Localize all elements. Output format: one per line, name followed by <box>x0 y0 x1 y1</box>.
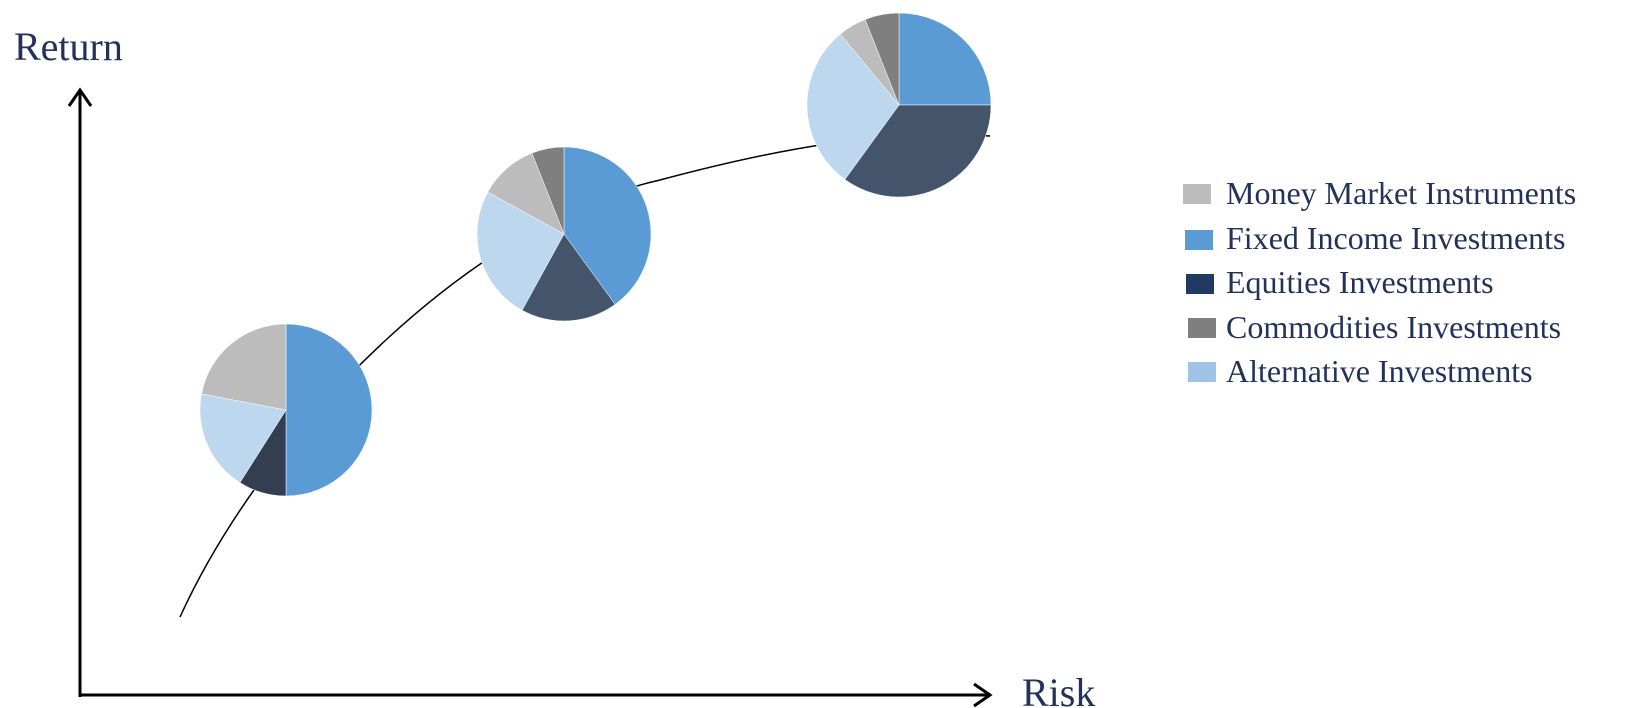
pie-aggressive <box>806 12 992 198</box>
legend-item-alternative: Alternative Investments <box>1188 353 1533 389</box>
y-axis-title: Return <box>14 24 123 69</box>
pie-aggressive-slice-equities <box>844 104 992 198</box>
pie-aggressive-slice-fixed-income <box>898 12 992 106</box>
legend-item-commodities: Commodities Investments <box>1188 309 1561 345</box>
pie-conservative-slice-fixed-income <box>285 323 373 497</box>
pie-conservative <box>199 323 373 497</box>
legend: Money Market Instruments Fixed Income In… <box>1183 175 1576 389</box>
legend-label-alternative: Alternative Investments <box>1226 353 1533 389</box>
x-axis-title: Risk <box>1022 670 1095 708</box>
legend-swatch-money-market <box>1183 184 1211 204</box>
x-axis <box>80 682 993 708</box>
legend-swatch-fixed-income <box>1185 230 1213 250</box>
pie-balanced <box>476 146 652 322</box>
pie-conservative-slice-alternative <box>199 393 287 483</box>
legend-swatch-commodities <box>1188 318 1216 338</box>
legend-label-money-market: Money Market Instruments <box>1226 175 1576 211</box>
x-axis-arrowhead <box>973 682 993 708</box>
legend-swatch-equities <box>1186 274 1214 294</box>
pie-balanced-slice-commodities <box>531 146 565 235</box>
legend-label-fixed-income: Fixed Income Investments <box>1226 220 1565 256</box>
y-axis-arrowhead <box>67 87 93 107</box>
legend-swatch-alternative <box>1188 362 1216 382</box>
pie-conservative-slice-money-market <box>201 323 287 411</box>
legend-item-equities: Equities Investments <box>1186 264 1494 300</box>
pie-balanced-slice-fixed-income <box>563 146 652 305</box>
legend-label-commodities: Commodities Investments <box>1226 309 1561 345</box>
legend-item-fixed-income: Fixed Income Investments <box>1185 220 1565 256</box>
pie-aggressive-slice-commodities <box>864 12 900 106</box>
y-axis <box>67 87 93 697</box>
legend-item-money-market: Money Market Instruments <box>1183 175 1576 211</box>
legend-label-equities: Equities Investments <box>1226 264 1494 300</box>
pie-aggressive-slice-alternative <box>806 33 900 180</box>
pie-balanced-slice-alternative <box>476 191 565 311</box>
pie-balanced-slice-equities <box>521 233 616 322</box>
